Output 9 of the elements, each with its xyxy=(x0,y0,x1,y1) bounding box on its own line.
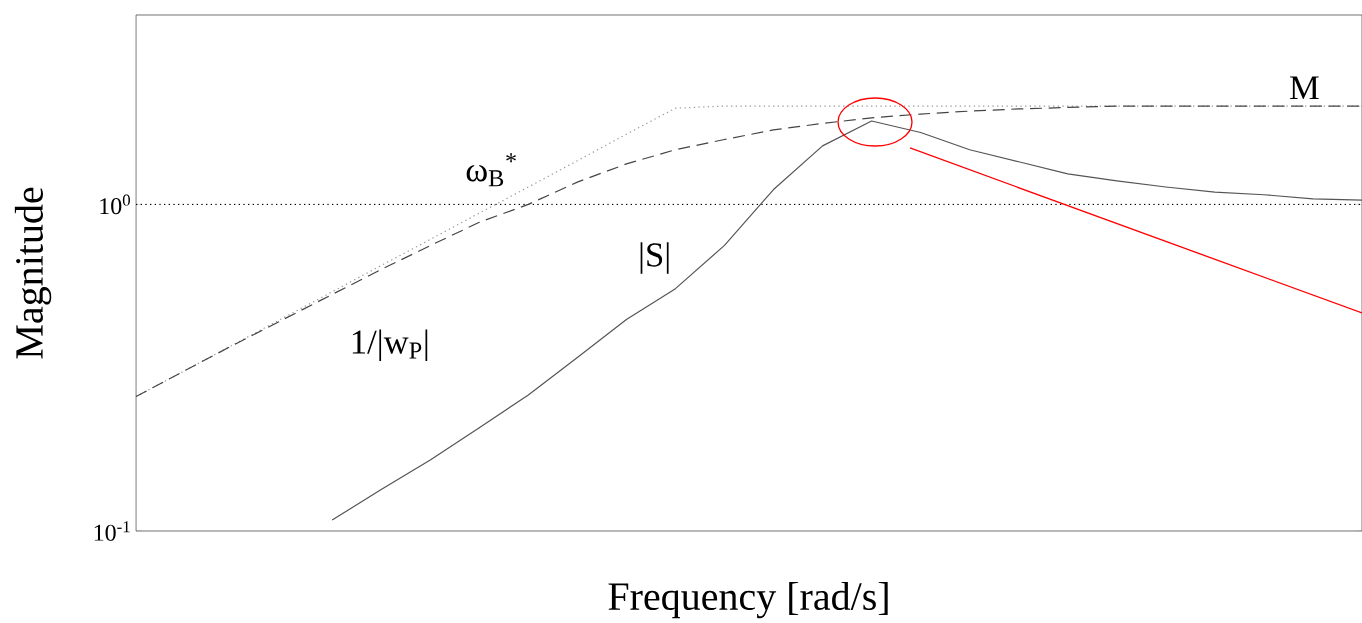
annotation: M xyxy=(1289,76,1319,100)
y-tick-label: 10$^{0}$ xyxy=(100,194,130,215)
annotation: ω$_{B}$* xyxy=(466,153,516,187)
x-axis-title: Frequency [rad/s] xyxy=(608,581,888,619)
line-series xyxy=(331,120,1362,521)
y-tick-label: 10$^{-1}$ xyxy=(94,521,130,541)
series-label: |S| xyxy=(640,242,669,274)
y-axis-title: Magnitude xyxy=(14,187,52,359)
series-label: 1/|w$_{P}$| xyxy=(352,329,428,361)
